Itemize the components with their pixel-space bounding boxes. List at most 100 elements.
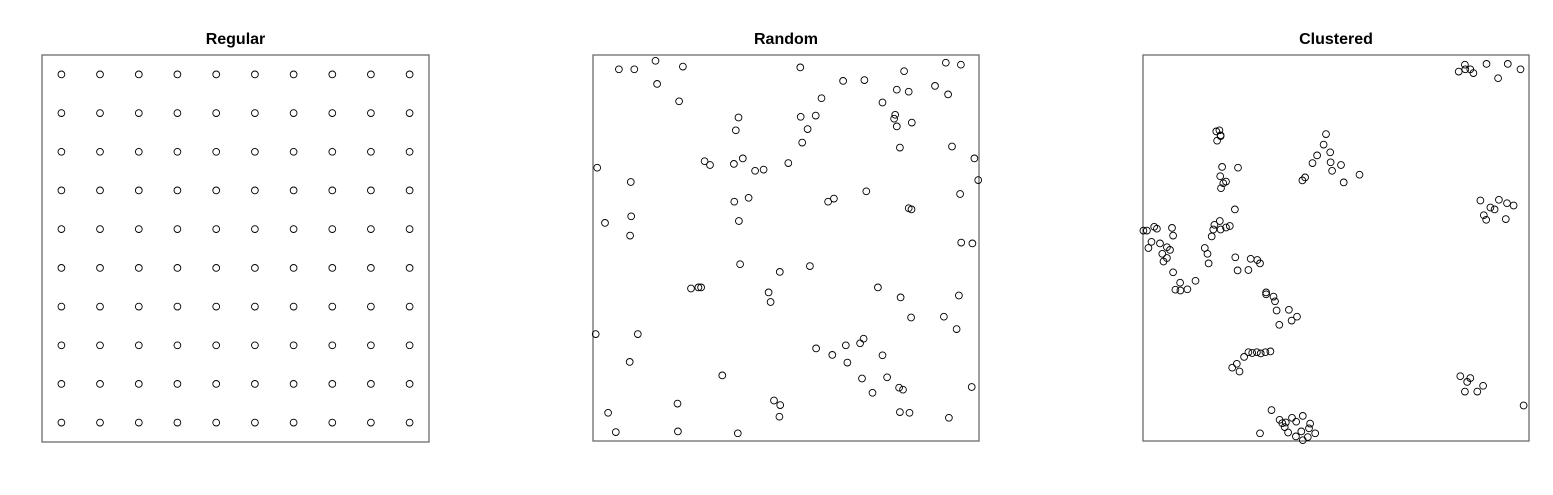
data-point-random-78 [907, 313, 915, 322]
data-point-random-88 [858, 374, 866, 383]
data-point-clustered-60 [1240, 353, 1248, 361]
data-point-random-92 [896, 408, 904, 416]
data-point-clustered-113 [1509, 201, 1518, 210]
data-point-regular-95 [251, 418, 259, 427]
data-point-clustered-21 [1203, 249, 1212, 258]
data-point-clustered-7 [1158, 249, 1167, 258]
data-point-regular-59 [405, 264, 414, 272]
data-point-clustered-74 [1288, 413, 1296, 422]
data-point-regular-85 [251, 380, 259, 388]
data-point-regular-38 [367, 186, 375, 195]
data-point-random-37 [764, 288, 773, 297]
data-point-regular-51 [96, 264, 104, 272]
data-point-clustered-82 [1306, 419, 1314, 428]
data-point-regular-71 [96, 341, 104, 350]
data-point-random-73 [968, 239, 977, 248]
data-point-regular-63 [173, 302, 182, 311]
data-point-clustered-3 [1153, 224, 1161, 233]
data-point-random-19 [706, 161, 714, 169]
data-point-random-67 [956, 190, 964, 198]
data-point-clustered-49 [1262, 290, 1270, 299]
data-point-clustered-89 [1322, 130, 1330, 138]
data-point-clustered-12 [1168, 224, 1176, 232]
data-point-clustered-78 [1298, 436, 1307, 445]
data-point-regular-30 [57, 186, 66, 195]
data-point-random-1 [630, 65, 639, 74]
data-point-clustered-101 [1482, 60, 1491, 68]
data-point-clustered-62 [1248, 349, 1257, 357]
data-point-regular-39 [405, 186, 414, 195]
data-point-random-0 [615, 65, 623, 74]
data-point-clustered-98 [1461, 60, 1469, 69]
data-point-random-14 [744, 193, 753, 202]
data-point-clustered-45 [1246, 254, 1255, 263]
data-point-regular-90 [57, 418, 66, 427]
data-point-regular-19 [405, 109, 414, 117]
data-point-random-6 [796, 63, 805, 72]
plot-frame-clustered [1142, 54, 1530, 442]
data-point-random-54 [890, 114, 898, 123]
data-point-clustered-57 [1228, 363, 1237, 372]
data-point-regular-8 [367, 70, 375, 79]
data-point-clustered-18 [1183, 285, 1192, 294]
data-point-clustered-28 [1217, 184, 1225, 193]
data-point-random-3 [679, 62, 687, 71]
data-point-regular-16 [289, 109, 298, 117]
data-point-random-56 [904, 87, 913, 96]
data-point-random-22 [738, 154, 747, 163]
data-point-clustered-112 [1501, 215, 1510, 223]
data-point-regular-78 [367, 341, 375, 350]
data-point-random-90 [883, 373, 891, 382]
data-point-random-25 [627, 212, 636, 221]
data-point-clustered-38 [1215, 126, 1224, 135]
data-point-random-64 [948, 142, 956, 151]
data-point-regular-17 [328, 109, 337, 117]
data-point-clustered-52 [1272, 306, 1281, 315]
data-point-random-85 [828, 351, 837, 359]
data-point-clustered-67 [1256, 429, 1264, 438]
plot-frame-regular [41, 54, 430, 443]
data-point-clustered-41 [1225, 222, 1234, 230]
data-point-clustered-104 [1516, 65, 1525, 74]
data-point-random-91 [905, 408, 914, 417]
data-point-random-27 [626, 231, 634, 240]
data-point-clustered-83 [1298, 412, 1307, 420]
data-point-regular-82 [134, 380, 143, 388]
data-point-regular-33 [173, 186, 182, 195]
data-point-clustered-76 [1297, 427, 1306, 436]
data-point-clustered-42 [1231, 253, 1240, 262]
data-point-clustered-54 [1287, 316, 1296, 325]
data-point-regular-70 [57, 341, 66, 350]
data-point-regular-35 [251, 186, 259, 195]
data-point-clustered-90 [1326, 148, 1335, 157]
data-point-clustered-86 [1308, 159, 1317, 167]
data-point-regular-48 [367, 225, 375, 233]
data-point-clustered-103 [1503, 60, 1512, 68]
data-point-random-58 [892, 122, 901, 131]
data-point-random-86 [878, 351, 887, 360]
data-point-clustered-100 [1469, 69, 1478, 77]
data-point-random-49 [775, 412, 784, 421]
data-point-regular-5 [251, 70, 259, 79]
data-point-clustered-66 [1266, 347, 1275, 356]
data-point-clustered-37 [1212, 127, 1221, 136]
data-point-random-41 [718, 371, 727, 380]
data-point-clustered-97 [1461, 65, 1470, 74]
data-point-regular-88 [367, 380, 375, 388]
data-point-random-57 [907, 118, 916, 127]
data-point-clustered-64 [1256, 349, 1265, 358]
points-clustered [1139, 60, 1528, 445]
data-point-random-62 [931, 82, 939, 90]
data-point-clustered-79 [1303, 433, 1312, 441]
data-point-random-13 [784, 159, 793, 167]
data-point-random-18 [700, 157, 709, 166]
data-point-clustered-40 [1222, 223, 1230, 232]
data-point-clustered-68 [1267, 406, 1276, 414]
data-point-regular-60 [57, 302, 66, 311]
data-point-clustered-27 [1216, 225, 1225, 234]
data-point-clustered-120 [1519, 401, 1528, 410]
data-point-regular-61 [96, 302, 104, 311]
data-point-clustered-5 [1147, 237, 1156, 246]
data-point-clustered-34 [1218, 163, 1226, 171]
data-point-random-45 [674, 427, 682, 436]
